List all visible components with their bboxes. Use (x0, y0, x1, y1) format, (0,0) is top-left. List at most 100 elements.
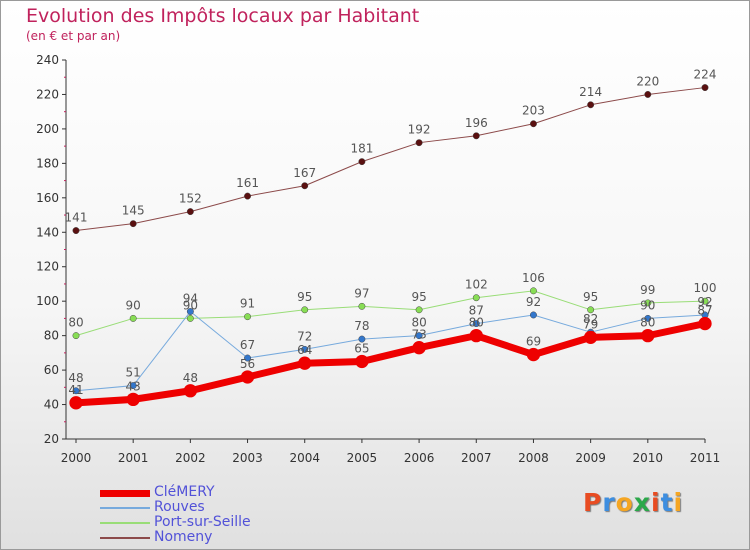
logo-letter: i (651, 488, 661, 517)
data-point-port-sur-seille (530, 287, 537, 295)
data-point-cl-mery (240, 370, 255, 384)
logo-letter: o (615, 488, 634, 517)
data-point-nomeny (587, 101, 595, 109)
y-tick-label: 40 (44, 398, 59, 412)
series-line-cl-mery (72, 320, 709, 407)
chart-subtitle: (en € et par an) (26, 29, 121, 43)
axes: 20 40 60 80 100 120 140 160 180 200 220 240 2000 2001… (36, 53, 720, 465)
data-point-cl-mery (355, 354, 369, 369)
x-tick-label: 2004 (289, 451, 320, 465)
data-label-rouves: 92 (526, 295, 541, 309)
data-point-rouves (129, 382, 137, 390)
y-tick-label: 220 (36, 87, 59, 101)
data-label-cl-mery: 80 (640, 316, 655, 330)
data-label-cl-mery: 41 (68, 383, 83, 397)
data-point-port-sur-seille (587, 306, 595, 314)
data-point-port-sur-seille (301, 306, 309, 314)
data-point-rouves (472, 320, 480, 328)
y-tick-label: 100 (36, 294, 59, 308)
y-tick-label: 20 (44, 432, 59, 446)
data-point-cl-mery (412, 341, 426, 355)
data-point-rouves (186, 308, 194, 315)
data-label-port-sur-seille: 95 (297, 290, 312, 304)
series-line-port-sur-seille (75, 290, 706, 337)
data-point-cl-mery (583, 330, 598, 345)
data-point-port-sur-seille (415, 306, 423, 314)
data-point-nomeny (530, 120, 537, 128)
legend-swatch (100, 522, 150, 524)
data-point-port-sur-seille (644, 299, 652, 307)
data-point-nomeny (415, 139, 423, 147)
data-label-cl-mery: 80 (469, 316, 484, 330)
data-point-cl-mery (526, 347, 541, 362)
x-tick-label: 2002 (175, 451, 206, 465)
legend-swatch (100, 489, 150, 497)
data-point-nomeny (186, 208, 194, 216)
x-tick-label: 2001 (118, 451, 149, 465)
y-tick-label: 180 (36, 156, 59, 170)
y-tick-label: 60 (44, 363, 59, 377)
data-label-nomeny: 152 (179, 192, 202, 206)
data-point-port-sur-seille (472, 294, 480, 302)
data-label-rouves: 51 (126, 366, 141, 380)
y-tick-label: 80 (44, 329, 59, 343)
x-tick-label: 2006 (404, 451, 435, 465)
data-labels: 141 145 152 161 167 181 192 196 203 214 220 224 80 90… (65, 68, 717, 397)
data-point-cl-mery (183, 384, 198, 398)
data-point-port-sur-seille (701, 297, 709, 305)
data-label-cl-mery: 73 (411, 328, 426, 342)
legend-label: Nomeny (154, 529, 213, 545)
data-label-nomeny: 192 (408, 123, 431, 137)
legend-label: Port-sur-Seille (154, 514, 251, 530)
data-label-rouves: 72 (297, 329, 312, 343)
series-line-rouves (75, 311, 706, 392)
data-label-nomeny: 161 (236, 176, 259, 190)
data-point-nomeny (129, 220, 137, 228)
data-label-nomeny: 145 (122, 204, 145, 218)
data-label-port-sur-seille: 106 (522, 271, 545, 285)
x-tick-label: 2003 (232, 451, 263, 465)
data-point-nomeny (301, 182, 309, 190)
data-label-rouves: 94 (183, 292, 198, 306)
data-point-rouves (244, 354, 251, 362)
data-label-cl-mery: 43 (126, 379, 141, 393)
x-tick-label: 2009 (575, 451, 606, 465)
data-point-rouves (358, 335, 366, 343)
x-tick-label: 2010 (633, 451, 664, 465)
data-point-nomeny (701, 84, 709, 92)
logo-letter: t (660, 488, 674, 517)
data-point-rouves (644, 314, 652, 322)
data-label-rouves: 67 (240, 338, 255, 352)
data-label-cl-mery: 64 (297, 343, 312, 357)
y-tick-label: 160 (36, 191, 59, 205)
data-point-rouves (301, 345, 309, 353)
data-point-port-sur-seille (244, 313, 251, 321)
data-label-nomeny: 181 (350, 142, 373, 156)
data-label-rouves: 82 (583, 312, 598, 326)
data-point-cl-mery (698, 316, 712, 331)
data-label-nomeny: 224 (694, 68, 717, 82)
data-label-cl-mery: 56 (240, 357, 255, 371)
legend-label: Rouves (154, 499, 205, 515)
data-point-nomeny (72, 227, 80, 235)
logo-letter: x (633, 488, 651, 517)
data-point-port-sur-seille (129, 314, 137, 322)
data-point-cl-mery (69, 396, 83, 410)
x-tick-label: 2005 (347, 451, 378, 465)
x-tick-label: 2008 (518, 451, 549, 465)
data-label-port-sur-seille: 90 (126, 298, 141, 312)
legend-label: CléMERY (154, 484, 215, 500)
y-tick-label: 140 (36, 225, 59, 239)
data-point-nomeny (472, 132, 480, 140)
data-label-port-sur-seille: 90 (183, 298, 198, 312)
data-point-port-sur-seille (72, 332, 80, 340)
y-tick-label: 240 (36, 53, 59, 67)
series-layer (69, 84, 712, 410)
data-point-rouves (530, 311, 537, 319)
data-label-cl-mery: 48 (183, 371, 198, 385)
data-point-nomeny (244, 192, 251, 200)
data-point-nomeny (358, 158, 366, 166)
data-point-port-sur-seille (186, 314, 194, 322)
data-point-cl-mery (469, 328, 483, 343)
